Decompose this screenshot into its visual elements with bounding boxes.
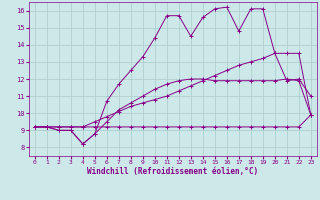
X-axis label: Windchill (Refroidissement éolien,°C): Windchill (Refroidissement éolien,°C) [87,167,258,176]
